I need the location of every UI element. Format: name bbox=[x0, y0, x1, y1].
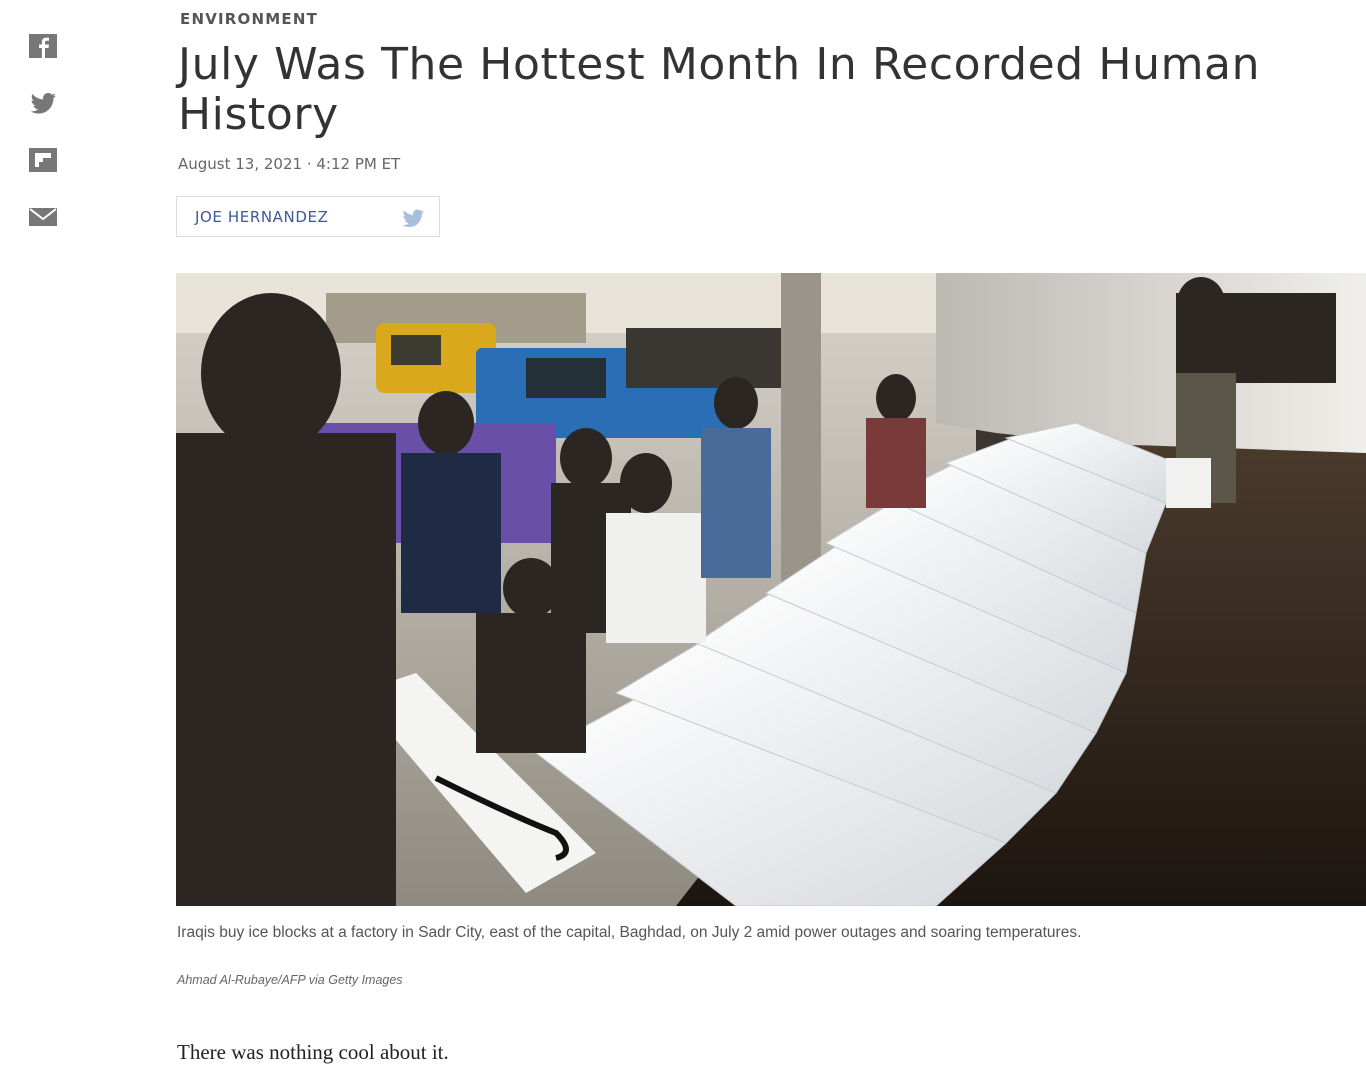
twitter-icon bbox=[30, 93, 56, 114]
photo-caption: Iraqis buy ice blocks at a factory in Sa… bbox=[177, 924, 1082, 941]
facebook-icon bbox=[29, 34, 57, 58]
article-first-paragraph: There was nothing cool about it. bbox=[177, 1040, 449, 1064]
email-share-button[interactable] bbox=[28, 204, 58, 230]
share-rail bbox=[28, 33, 58, 261]
article-dateline: August 13, 2021 · 4:12 PM ET bbox=[178, 155, 401, 173]
email-icon bbox=[29, 208, 57, 226]
flipboard-icon bbox=[29, 148, 57, 172]
section-link[interactable]: ENVIRONMENT bbox=[180, 10, 319, 28]
article-headline: July Was The Hottest Month In Recorded H… bbox=[178, 39, 1261, 140]
author-twitter-link[interactable] bbox=[399, 207, 427, 229]
facebook-share-button[interactable] bbox=[28, 33, 58, 59]
flipboard-share-button[interactable] bbox=[28, 147, 58, 173]
byline: JOE HERNANDEZ bbox=[176, 196, 440, 237]
lead-photo[interactable] bbox=[176, 273, 1366, 906]
twitter-share-button[interactable] bbox=[28, 90, 58, 116]
twitter-icon bbox=[402, 209, 424, 227]
photo-credit: Ahmad Al-Rubaye/AFP via Getty Images bbox=[177, 973, 403, 987]
author-link[interactable]: JOE HERNANDEZ bbox=[195, 207, 329, 226]
